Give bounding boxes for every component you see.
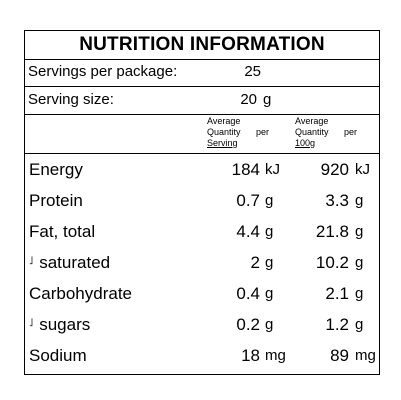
servings-per-package-label: Servings per package: xyxy=(28,63,178,80)
nutrient-row: ˩ saturated 2 g 10.2 g xyxy=(29,253,364,272)
serving-size-unit: g xyxy=(263,91,272,108)
nutrient-row: Energy 184 kJ 920 kJ xyxy=(29,160,370,179)
nutrient-name: Protein xyxy=(29,191,83,210)
per-serving-header: Average Quantity per Serving xyxy=(207,116,269,148)
nutrient-name: ˩ saturated xyxy=(29,253,111,272)
serving-size-label: Serving size: xyxy=(28,91,114,108)
nutrient-name: Carbohydrate xyxy=(29,284,133,303)
column-header-row: Average Quantity per Serving Average Quan… xyxy=(25,114,379,154)
sub-item-marker: ˩ xyxy=(29,317,34,329)
serving-size-row: Serving size: 20 g xyxy=(25,87,379,115)
nutrient-name: Fat, total xyxy=(29,222,96,241)
nutrient-row: Fat, total 4.4 g 21.8 g xyxy=(29,222,364,241)
nutrition-panel: NUTRITION INFORMATION Servings per packa… xyxy=(24,30,380,375)
nutrient-row: Sodium 18 mg 89 mg xyxy=(29,346,376,365)
per-100g-header: Average Quantity per 100g xyxy=(295,116,357,148)
servings-per-package-row: Servings per package: 25 xyxy=(25,59,379,87)
nutrient-row: ˩ sugars 0.2 g 1.2 g xyxy=(29,315,364,334)
nutrient-name: ˩ sugars xyxy=(29,315,91,334)
nutrient-row: Carbohydrate 0.4 g 2.1 g xyxy=(29,284,364,303)
nutrient-name: Energy xyxy=(29,160,83,179)
nutrient-row: Protein 0.7 g 3.3 g xyxy=(29,191,364,210)
nutrient-name: Sodium xyxy=(29,346,87,365)
sub-item-marker: ˩ xyxy=(29,255,34,267)
panel-title: NUTRITION INFORMATION xyxy=(25,31,379,60)
